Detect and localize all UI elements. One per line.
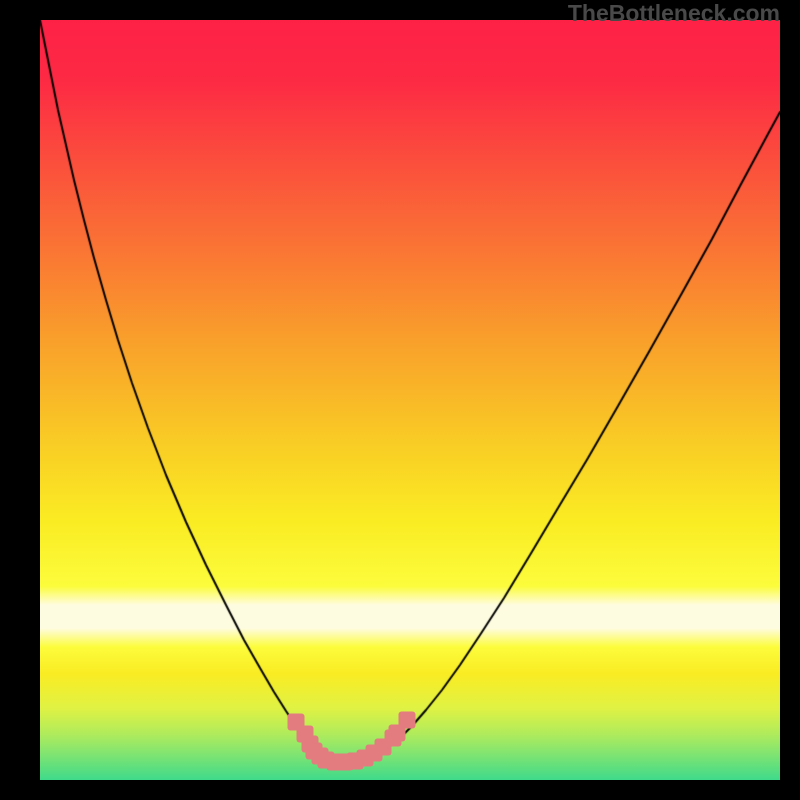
watermark-text: TheBottleneck.com	[568, 0, 780, 27]
chart-stage: TheBottleneck.com	[0, 0, 800, 800]
data-marker	[399, 712, 416, 729]
plot-gradient-background	[40, 20, 780, 780]
